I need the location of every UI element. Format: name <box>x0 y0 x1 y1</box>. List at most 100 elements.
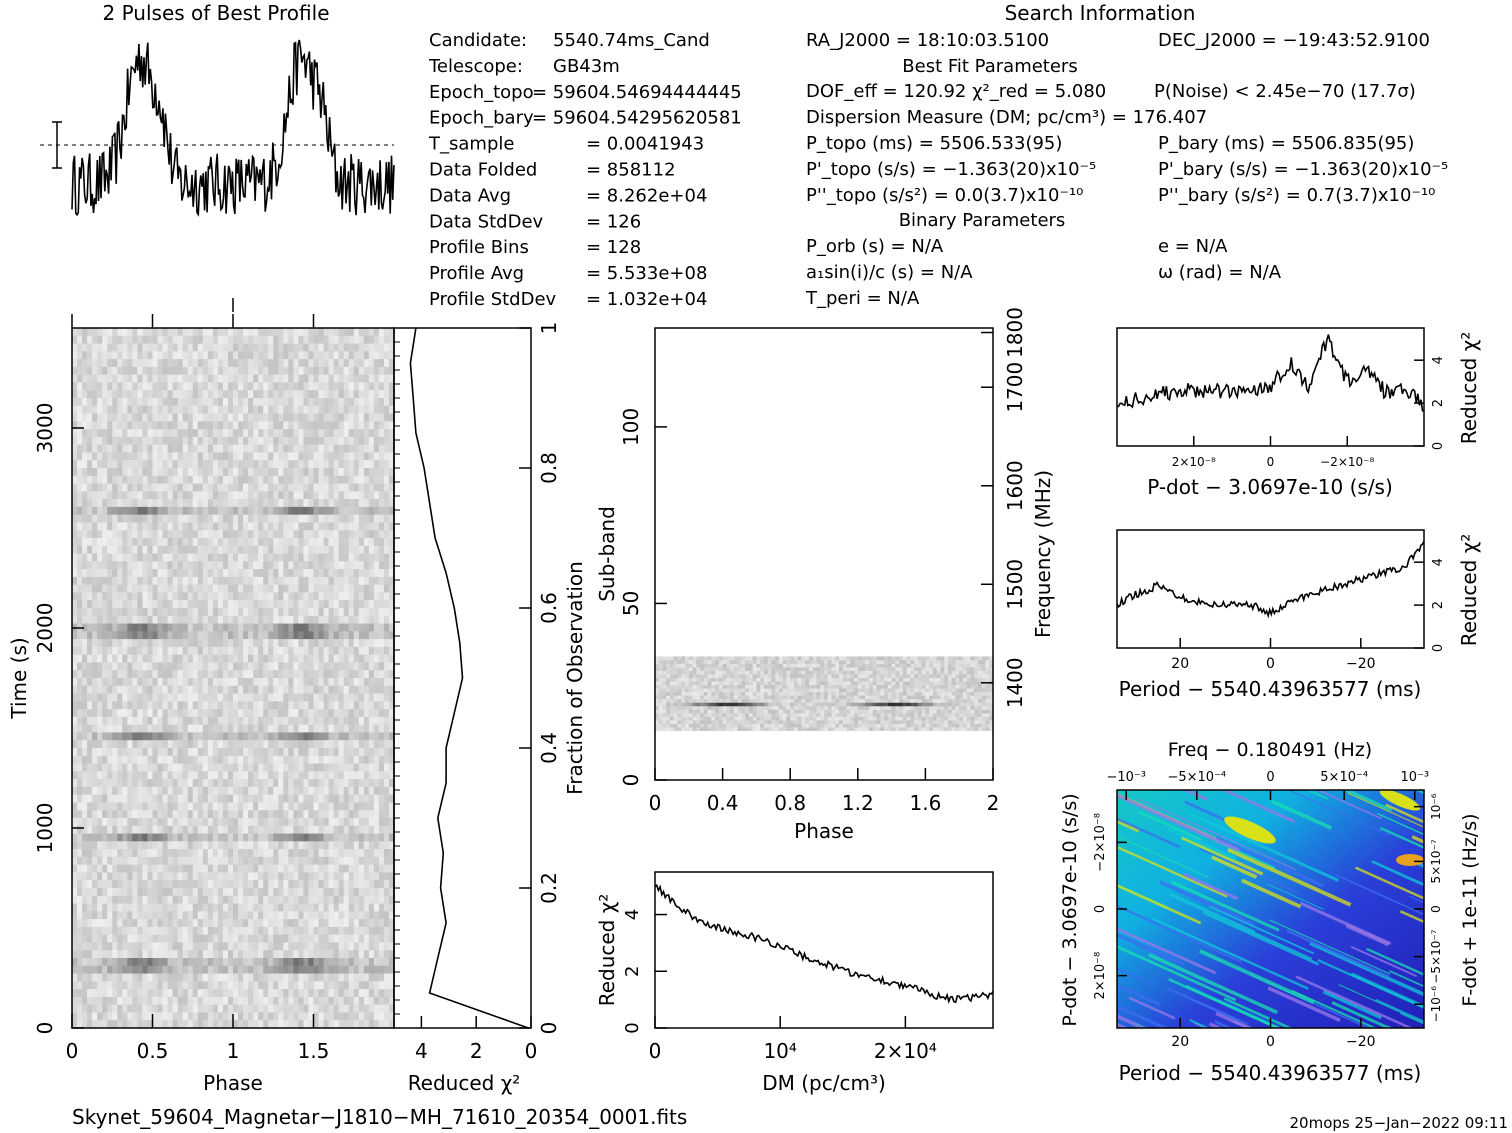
time-phase-cell <box>253 382 259 391</box>
time-phase-cell <box>182 849 189 858</box>
time-phase-cell <box>378 545 385 555</box>
time-phase-cell <box>373 903 380 912</box>
time-phase-cell <box>207 514 214 523</box>
time-phase-cell <box>308 856 314 866</box>
time-phase-cell <box>328 779 335 788</box>
time-phase-cell <box>353 468 360 477</box>
time-phase-cell <box>102 639 108 648</box>
time-phase-cell <box>353 786 360 796</box>
time-phase-cell <box>303 895 309 905</box>
time-phase-cell <box>388 685 394 695</box>
time-phase-cell <box>182 810 189 819</box>
time-phase-cell <box>87 888 93 897</box>
time-phase-cell <box>308 569 314 578</box>
time-phase-cell <box>323 794 330 803</box>
time-phase-cell <box>102 771 108 780</box>
time-phase-cell <box>263 833 269 842</box>
time-phase-cell <box>112 608 118 617</box>
time-phase-cell <box>248 374 254 383</box>
time-phase-cell <box>142 351 148 360</box>
time-phase-cell <box>358 833 365 842</box>
time-phase-cell <box>197 460 204 469</box>
time-phase-cell <box>323 475 330 485</box>
time-phase-cell <box>137 475 143 485</box>
time-phase-cell <box>222 895 229 905</box>
time-phase-cell <box>102 545 108 555</box>
time-phase-cell <box>293 755 299 765</box>
time-phase-cell <box>222 538 229 547</box>
time-phase-cell <box>117 514 123 523</box>
time-phase-cell <box>152 895 159 905</box>
time-phase-cell <box>107 600 113 609</box>
time-phase-cell <box>303 771 309 780</box>
time-phase-cell <box>207 872 214 881</box>
time-phase-cell <box>338 444 345 453</box>
time-phase-cell <box>373 436 380 446</box>
time-phase-cell <box>82 818 88 827</box>
time-phase-cell <box>328 833 335 842</box>
time-phase-cell <box>92 429 98 438</box>
time-phase-cell <box>182 615 189 625</box>
time-phase-cell <box>212 833 219 842</box>
time-phase-cell <box>383 631 390 640</box>
time-phase-cell <box>117 366 123 376</box>
time-phase-cell <box>72 592 78 601</box>
time-phase-cell <box>388 693 394 702</box>
time-phase-cell <box>268 818 274 827</box>
time-phase-cell <box>157 359 164 368</box>
time-phase-cell <box>202 460 209 469</box>
time-phase-cell <box>293 421 299 430</box>
time-phase-cell <box>122 678 128 687</box>
time-phase-cell <box>313 662 320 671</box>
time-phase-cell <box>187 623 194 632</box>
time-phase-cell <box>77 483 83 492</box>
time-phase-cell <box>363 880 370 889</box>
time-phase-cell <box>212 872 219 881</box>
time-phase-cell <box>258 514 264 523</box>
time-phase-cell <box>308 716 314 726</box>
time-phase-cell <box>147 491 153 500</box>
time-phase-cell <box>102 895 108 905</box>
time-phase-cell <box>182 856 189 866</box>
time-phase-cell <box>222 615 229 625</box>
time-phase-cell <box>172 538 179 547</box>
time-phase-cell <box>132 709 138 718</box>
time-phase-cell <box>243 670 249 679</box>
time-phase-cell <box>152 530 159 539</box>
time-phase-cell <box>243 794 249 803</box>
time-phase-cell <box>338 895 345 905</box>
time-phase-cell <box>378 818 385 827</box>
time-phase-cell <box>243 615 249 625</box>
time-phase-cell <box>132 888 138 897</box>
time-phase-cell <box>122 911 128 920</box>
time-phase-cell <box>172 491 179 500</box>
time-phase-cell <box>303 491 309 500</box>
time-phase-cell <box>177 483 184 492</box>
time-phase-cell <box>233 864 239 873</box>
time-phase-cell <box>112 740 118 749</box>
time-phase-cell <box>172 779 179 788</box>
time-phase-cell <box>147 444 153 453</box>
time-phase-cell <box>107 483 113 492</box>
time-phase-cell <box>107 763 113 772</box>
time-phase-cell <box>167 390 174 399</box>
time-phase-cell <box>127 366 133 376</box>
time-phase-cell <box>378 732 385 741</box>
time-phase-cell <box>142 662 148 671</box>
time-phase-cell <box>318 771 325 780</box>
time-phase-cell <box>172 662 179 671</box>
time-phase-cell <box>202 880 209 889</box>
time-phase-cell <box>137 615 143 625</box>
time-phase-cell <box>202 786 209 796</box>
time-phase-cell <box>303 382 309 391</box>
time-phase-cell <box>298 685 304 695</box>
time-phase-cell <box>177 748 184 757</box>
time-phase-cell <box>278 856 284 866</box>
time-phase-cell <box>363 576 370 586</box>
time-phase-cell <box>328 608 335 617</box>
time-phase-cell <box>268 335 274 345</box>
cand-label-3: Epoch_bary <box>429 108 534 129</box>
time-phase-cell <box>293 670 299 679</box>
time-phase-cell <box>288 872 294 881</box>
time-phase-cell <box>212 615 219 625</box>
